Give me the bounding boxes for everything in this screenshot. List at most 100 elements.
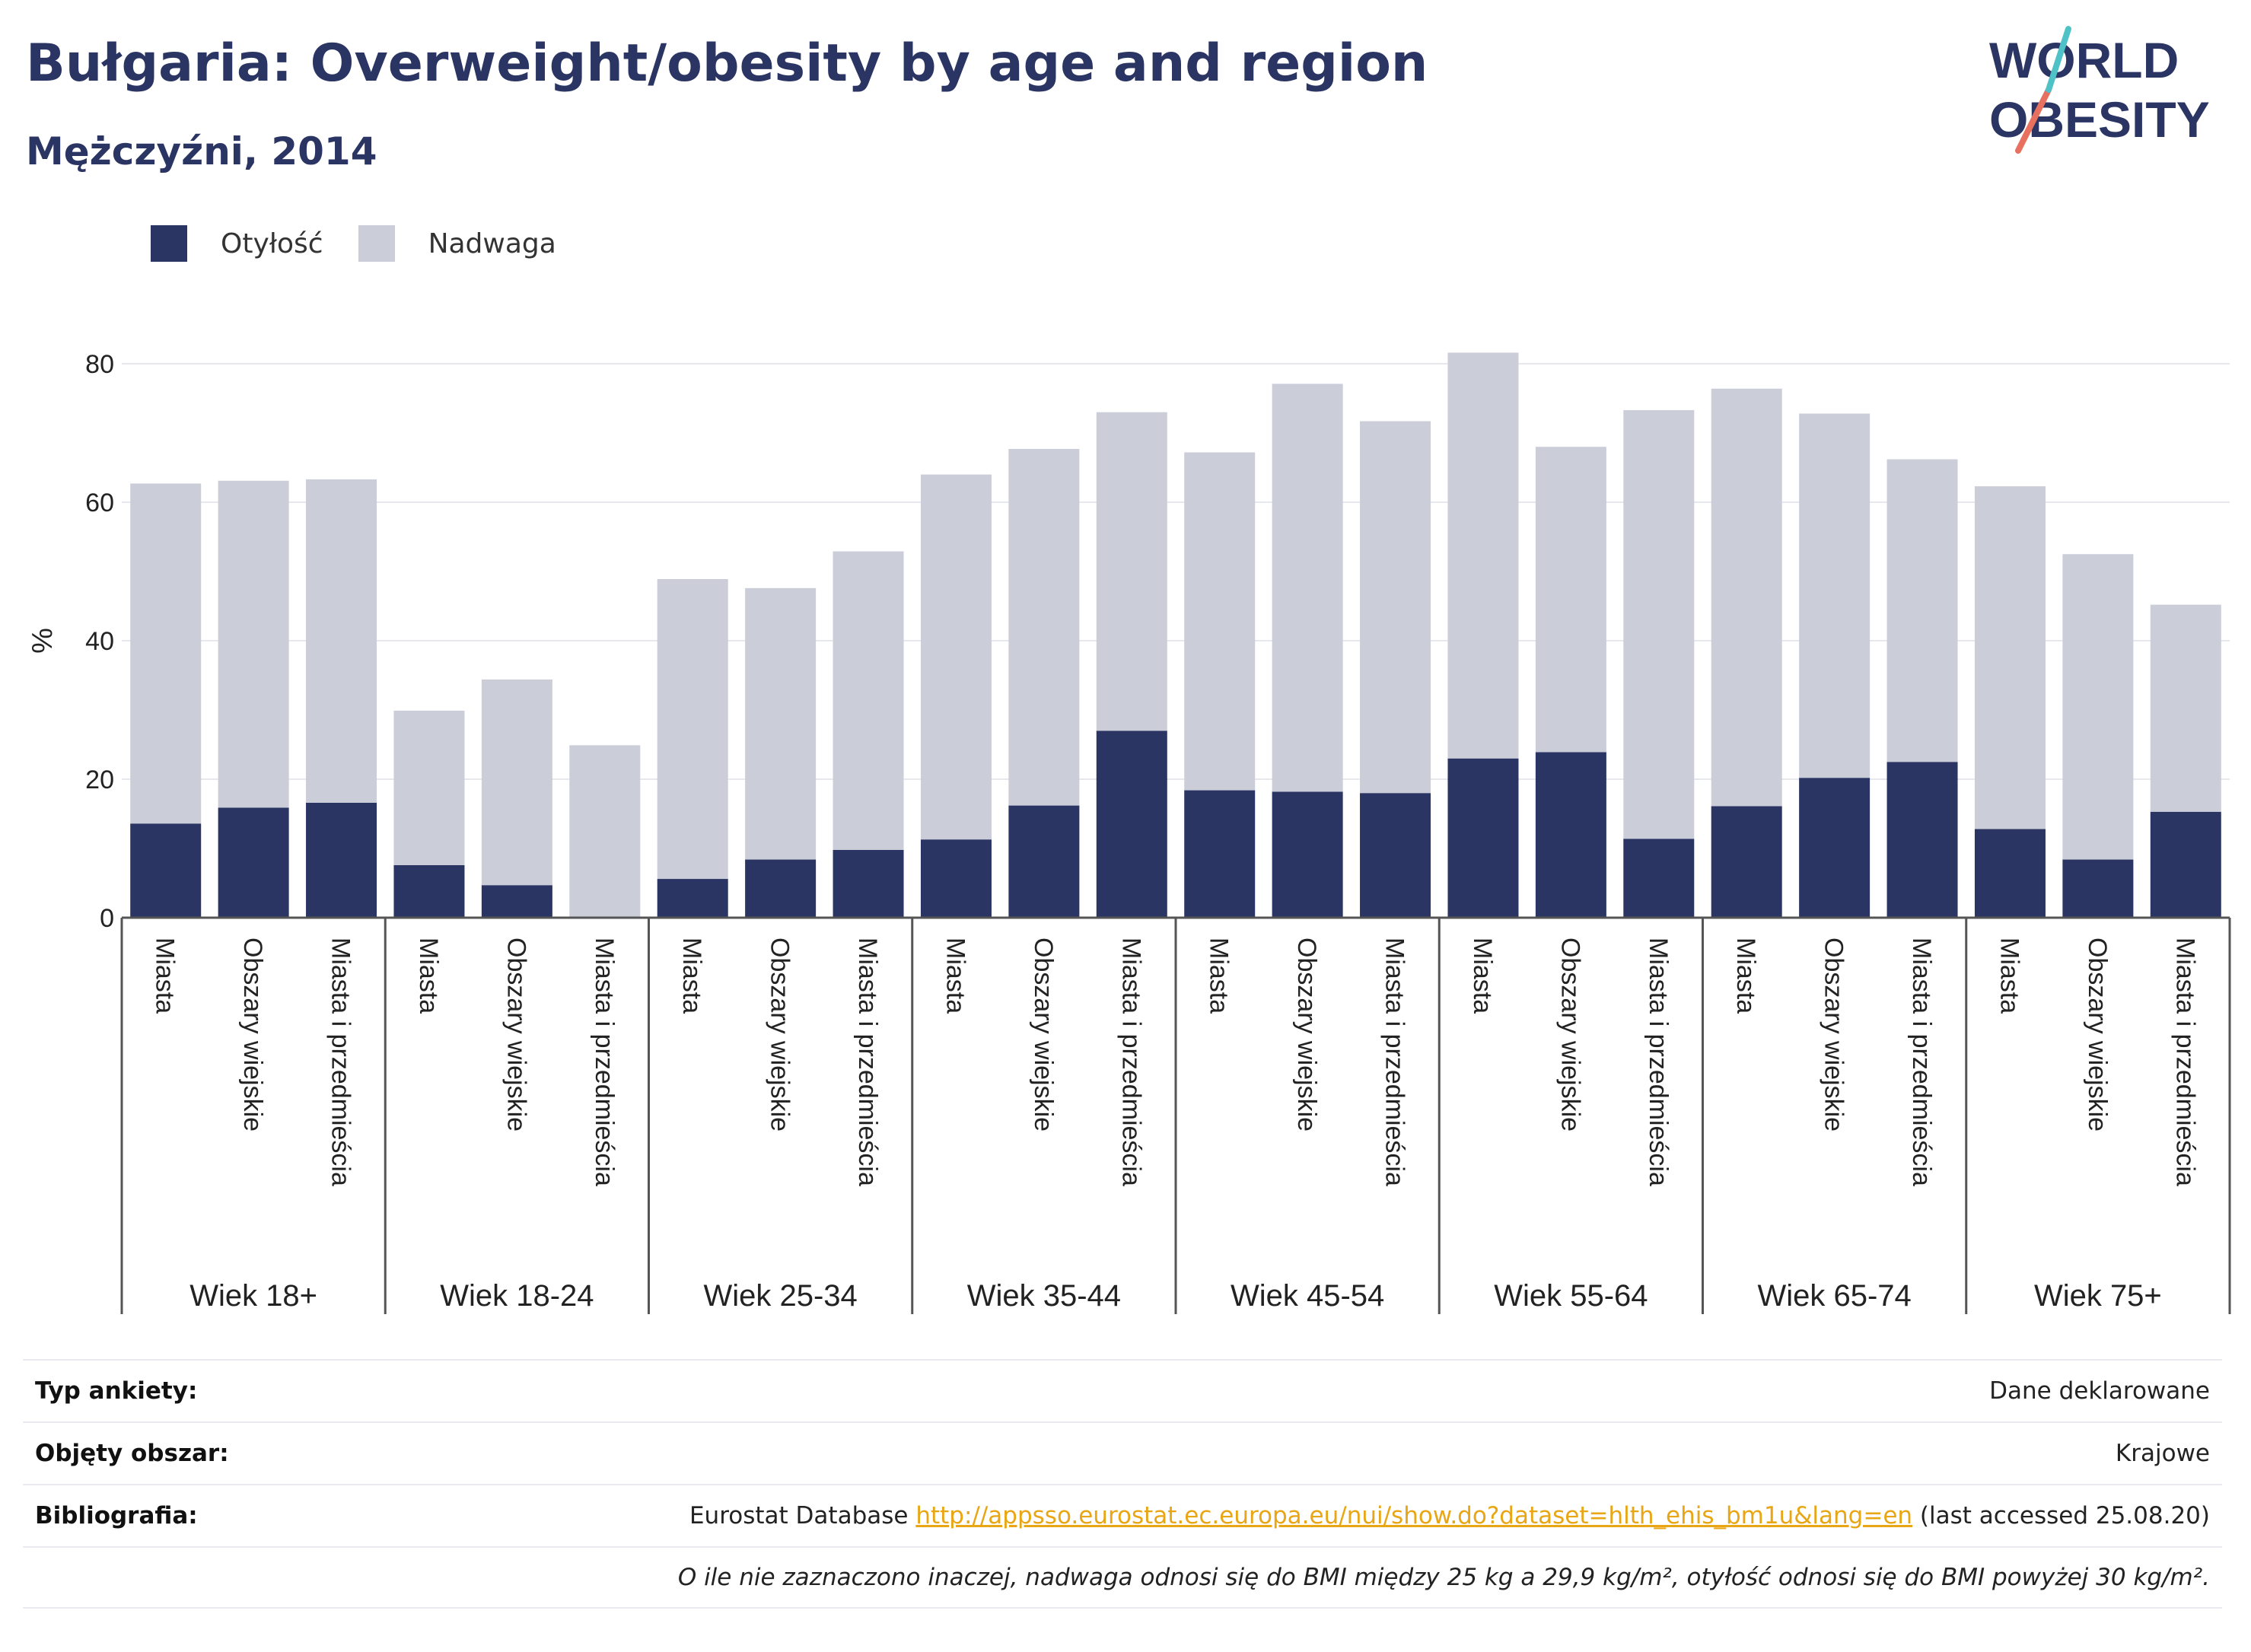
survey-value: Dane deklarowane [1989,1377,2210,1405]
world-obesity-logo: WORLD OBESITY [1989,26,2210,154]
chart-legend: Otyłość Nadwaga [151,225,591,262]
bar-obesity [1360,793,1431,918]
bar-overweight [1799,413,1871,778]
bar-obesity [657,879,728,918]
x-subcategory-label: Miasta [677,937,706,1014]
bibliography-link[interactable]: http://appsso.eurostat.ec.europa.eu/nui/… [915,1502,1913,1529]
bar-obesity [130,823,202,918]
bar-obesity [2062,859,2134,918]
y-axis-label: % [27,628,59,654]
x-subcategory-label: Obszary wiejskie [501,937,530,1132]
x-subcategory-label: Miasta [414,937,443,1014]
x-subcategory-label: Obszary wiejskie [1292,937,1321,1132]
bar-overweight [1272,384,1343,792]
x-subcategory-label: Miasta [1995,937,2023,1014]
coverage-label: Objęty obszar: [35,1440,229,1467]
bar-overweight [1886,459,1958,762]
x-subcategory-label: Miasta [1468,937,1497,1014]
bibliography-label: Bibliografia: [35,1502,198,1529]
x-group-label: Wiek 75+ [2034,1279,2162,1313]
coverage-value: Krajowe [2115,1440,2210,1467]
legend-swatch-obesity [151,225,187,262]
x-subcategory-label: Obszary wiejskie [1820,937,1848,1132]
info-row-survey: Typ ankiety: Dane deklarowane [23,1359,2222,1421]
bar-overweight [2150,604,2221,812]
survey-label: Typ ankiety: [35,1377,198,1405]
x-subcategory-label: Miasta i przedmieścia [1380,937,1409,1186]
bar-obesity [1096,731,1167,918]
bar-overweight [393,710,465,865]
bar-overweight [218,480,289,808]
x-subcategory-label: Miasta i przedmieścia [853,937,882,1186]
legend-item-overweight[interactable]: Nadwaga [358,225,556,262]
y-tick-label: 0 [100,904,114,933]
bar-obesity [1711,806,1782,918]
x-subcategory-label: Miasta [1731,937,1760,1014]
info-row-coverage: Objęty obszar: Krajowe [23,1421,2222,1484]
bar-obesity [833,849,904,918]
bibliography-value: Eurostat Database http://appsso.eurostat… [689,1502,2210,1529]
x-subcategory-label: Obszary wiejskie [238,937,267,1132]
x-group-label: Wiek 18+ [189,1279,317,1313]
bar-obesity [306,802,377,918]
x-subcategory-label: Miasta i przedmieścia [1907,937,1936,1186]
bar-overweight [833,551,904,850]
chart-title: Bułgaria: Overweight/obesity by age and … [26,33,1428,94]
bar-overweight [920,474,992,840]
bar-obesity [2150,811,2221,918]
x-group-label: Wiek 18-24 [440,1279,594,1313]
x-subcategory-label: Obszary wiejskie [1555,937,1584,1132]
x-subcategory-label: Obszary wiejskie [2083,937,2112,1132]
bar-overweight [745,587,817,860]
x-subcategory-label: Miasta [1205,937,1234,1014]
bar-overweight [2062,554,2134,860]
y-tick-label: 40 [85,627,114,656]
x-subcategory-label: Miasta i przedmieścia [2170,937,2199,1186]
info-table: Typ ankiety: Dane deklarowane Objęty obs… [23,1359,2222,1609]
y-tick-label: 80 [85,350,114,379]
bar-overweight [1447,352,1519,759]
x-subcategory-label: Miasta i przedmieścia [590,937,619,1186]
x-subcategory-label: Miasta i przedmieścia [1116,937,1145,1186]
x-subcategory-label: Miasta [151,937,180,1014]
bar-overweight [481,679,552,886]
bar-overweight [130,483,202,824]
x-group-label: Wiek 45-54 [1231,1279,1384,1313]
bar-obesity [481,885,552,918]
bar-obesity [1974,829,2046,918]
x-subcategory-label: Miasta [941,937,969,1014]
bar-obesity [1272,791,1343,918]
bar-overweight [1360,421,1431,794]
bar-overweight [1008,448,1080,806]
bar-overweight [1974,486,2046,829]
x-group-label: Wiek 25-34 [703,1279,857,1313]
x-subcategory-label: Obszary wiejskie [766,937,794,1132]
bar-overweight [1184,452,1256,791]
bar-obesity [920,839,992,918]
y-tick-label: 60 [85,489,114,517]
legend-swatch-overweight [358,225,395,262]
bar-overweight [569,745,641,918]
bar-obesity [1799,778,1871,918]
x-subcategory-label: Obszary wiejskie [1029,937,1058,1132]
svg-text:WORLD: WORLD [1989,32,2179,88]
stacked-bar-chart: 0 20 40 60 80% Miasta Obszary wiejskie Miasta i… [27,350,2231,1314]
x-group-label: Wiek 65-74 [1757,1279,1911,1313]
bar-obesity [1886,762,1958,918]
x-group-label: Wiek 55-64 [1494,1279,1648,1313]
legend-item-obesity[interactable]: Otyłość [151,225,323,262]
legend-label-obesity: Otyłość [221,228,323,259]
x-subcategory-label: Miasta i przedmieścia [1644,937,1673,1186]
chart-subtitle: Mężczyźni, 2014 [26,129,377,173]
bar-overweight [1623,409,1695,839]
bar-overweight [1535,447,1606,753]
x-group-label: Wiek 35-44 [967,1279,1121,1313]
bar-obesity [1623,839,1695,918]
bibliography-prefix: Eurostat Database [689,1502,909,1529]
definition-note: O ile nie zaznaczono inaczej, nadwaga od… [677,1564,2210,1591]
bar-obesity [1535,752,1606,918]
info-row-bibliography: Bibliografia: Eurostat Database http://a… [23,1484,2222,1546]
y-tick-label: 20 [85,766,114,794]
bar-obesity [1008,805,1080,918]
x-subcategory-label: Miasta i przedmieścia [326,937,355,1186]
